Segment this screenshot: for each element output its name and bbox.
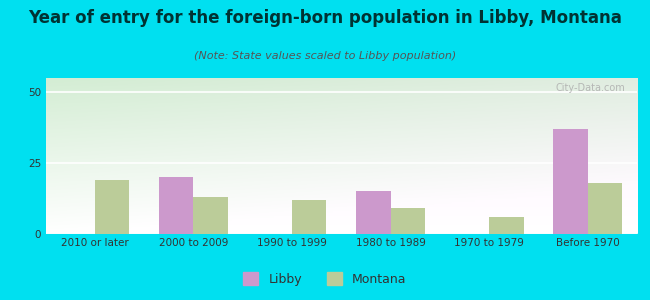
Bar (159, 177, 194, 234)
Text: City-Data.com: City-Data.com (555, 83, 625, 93)
Text: (Note: State values scaled to Libby population): (Note: State values scaled to Libby popu… (194, 51, 456, 61)
Bar (553, 129, 588, 234)
Bar (391, 208, 425, 234)
Bar (489, 217, 524, 234)
Bar (356, 191, 391, 234)
Bar (588, 183, 622, 234)
Text: Year of entry for the foreign-born population in Libby, Montana: Year of entry for the foreign-born popul… (28, 9, 622, 27)
Bar (292, 200, 326, 234)
Bar (194, 197, 228, 234)
Legend: Libby, Montana: Libby, Montana (239, 267, 411, 291)
Bar (95, 180, 129, 234)
